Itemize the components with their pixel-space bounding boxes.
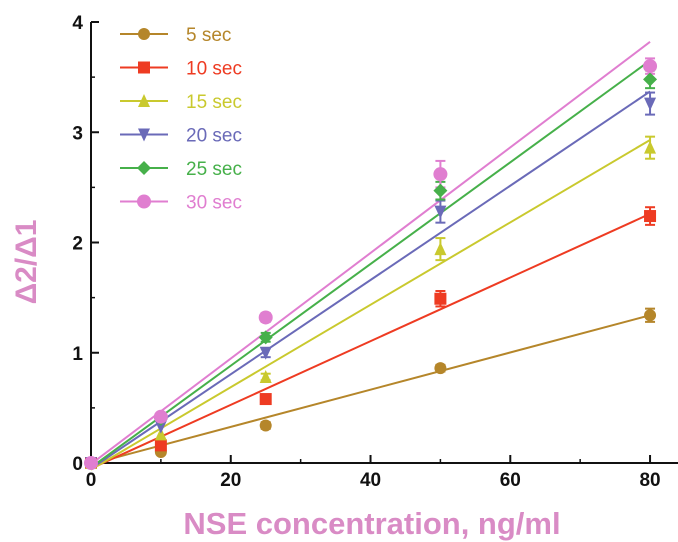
data-point <box>644 140 657 154</box>
legend-label: 15 sec <box>186 92 242 113</box>
legend-label: 30 sec <box>186 193 242 214</box>
data-point <box>259 346 272 360</box>
data-point <box>434 292 447 305</box>
legend-marker <box>138 28 150 40</box>
fit-lines <box>90 41 651 471</box>
fit-line <box>90 314 651 466</box>
data-point <box>434 205 447 219</box>
x-tick-label: 60 <box>500 470 521 491</box>
axis-ticks: 0 20 40 60 80 0 1 2 3 4 <box>72 13 660 491</box>
y-tick-label: 1 <box>72 344 83 365</box>
y-axis-title: Δ2/Δ1 <box>10 220 43 305</box>
legend-marker <box>137 161 151 175</box>
fit-line <box>90 41 651 465</box>
data-point <box>154 439 167 452</box>
fit-line <box>90 59 651 469</box>
data-point <box>153 409 168 424</box>
data-point <box>259 419 272 432</box>
legend-label: 25 sec <box>186 159 242 180</box>
y-tick-label: 0 <box>72 454 83 475</box>
legend: 5 sec 10 sec 15 sec 20 sec 25 sec 30 sec <box>120 25 242 214</box>
data-point <box>259 370 272 384</box>
data-point <box>433 167 448 182</box>
data-point <box>644 309 657 322</box>
fit-line <box>90 90 651 470</box>
legend-marker <box>138 61 150 74</box>
y-tick-label: 3 <box>72 123 83 144</box>
legend-label: 20 sec <box>186 126 242 147</box>
data-point <box>434 362 447 375</box>
fit-line <box>90 139 651 471</box>
data-point <box>644 210 657 223</box>
data-points <box>84 59 658 470</box>
legend-label: 10 sec <box>186 59 242 80</box>
data-point <box>434 242 447 256</box>
legend-marker <box>138 128 150 142</box>
legend-marker <box>138 94 150 107</box>
x-axis-title: NSE concentration, ng/ml <box>183 506 560 541</box>
data-point <box>84 456 98 470</box>
data-point <box>644 97 657 111</box>
data-point <box>154 420 167 434</box>
data-point <box>433 183 448 198</box>
legend-label: 5 sec <box>186 25 231 46</box>
fit-line <box>90 212 651 470</box>
x-tick-label: 80 <box>639 470 660 491</box>
y-tick-label: 4 <box>72 13 83 34</box>
x-tick-label: 20 <box>220 470 241 491</box>
legend-marker <box>137 194 151 209</box>
x-tick-label: 0 <box>86 470 97 491</box>
y-tick-label: 2 <box>72 234 83 255</box>
data-point <box>258 330 273 345</box>
data-point <box>258 310 273 325</box>
error-bars <box>260 57 656 430</box>
data-point <box>643 59 658 74</box>
data-point <box>259 393 272 406</box>
data-point <box>154 427 167 441</box>
data-point <box>643 72 658 87</box>
x-tick-label: 40 <box>360 470 381 491</box>
